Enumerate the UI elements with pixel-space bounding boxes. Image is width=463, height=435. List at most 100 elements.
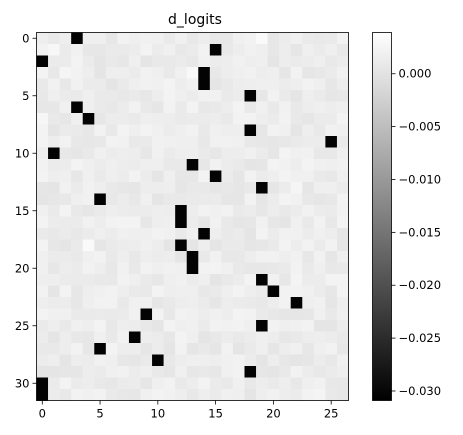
heatmap-cell: [198, 147, 211, 160]
heatmap-cell: [128, 297, 141, 309]
heatmap-cell: [128, 366, 141, 378]
heatmap-cell: [71, 297, 84, 309]
heatmap-cell: [336, 78, 349, 91]
heatmap-cell: [256, 239, 268, 252]
heatmap-cell: [256, 90, 268, 102]
heatmap-cell: [105, 147, 118, 160]
heatmap-cell: [59, 101, 72, 114]
heatmap-cell: [152, 182, 164, 194]
heatmap-cell: [59, 55, 72, 68]
heatmap-cell: [209, 101, 222, 114]
heatmap-cell: [232, 147, 245, 160]
heatmap-cell: [186, 331, 199, 344]
colorbar-tick-label: −0.010: [399, 172, 442, 186]
heatmap-cell: [59, 228, 72, 240]
heatmap-cell: [290, 308, 303, 321]
heatmap-cell: [186, 124, 199, 137]
heatmap-cell: [71, 67, 84, 79]
heatmap-cell: [94, 193, 107, 206]
colorbar-tick-label: −0.030: [399, 384, 442, 398]
heatmap-cell: [48, 182, 60, 194]
heatmap-cell: [36, 331, 49, 344]
heatmap-cell: [175, 159, 188, 171]
heatmap-cell: [71, 78, 84, 91]
heatmap-cell: [163, 389, 176, 401]
heatmap-cell: [140, 331, 153, 344]
heatmap-cell: [152, 205, 164, 217]
heatmap-cell: [175, 331, 188, 344]
heatmap-cell: [152, 297, 164, 309]
heatmap-cell: [140, 182, 153, 194]
heatmap-cell: [163, 78, 176, 91]
heatmap-cell: [82, 377, 95, 390]
heatmap-cell: [117, 331, 130, 344]
heatmap-cell: [302, 32, 315, 45]
heatmap-cell: [117, 55, 130, 68]
heatmap-cell: [186, 32, 199, 45]
heatmap-cell: [175, 389, 188, 401]
heatmap-cell: [175, 297, 188, 309]
heatmap-cell: [232, 354, 245, 367]
heatmap-cell: [140, 308, 153, 321]
heatmap-cell: [94, 239, 107, 252]
heatmap-cell: [244, 67, 257, 79]
heatmap-cell: [256, 297, 268, 309]
y-tick-label: 20: [15, 261, 30, 275]
heatmap-cell: [244, 377, 257, 390]
heatmap-cell: [36, 90, 49, 102]
heatmap-cell: [336, 44, 349, 56]
heatmap-cell: [94, 320, 107, 332]
heatmap-cell: [163, 182, 176, 194]
heatmap-cell: [256, 193, 268, 206]
heatmap-cell: [325, 193, 338, 206]
heatmap-cell: [244, 32, 257, 45]
heatmap-cell: [140, 113, 153, 125]
heatmap-cell: [325, 55, 338, 68]
heatmap-cell: [105, 239, 118, 252]
heatmap-cell: [48, 136, 60, 148]
heatmap-cell: [232, 101, 245, 114]
heatmap-cell: [94, 101, 107, 114]
heatmap-cell: [163, 44, 176, 56]
heatmap-cell: [128, 55, 141, 68]
heatmap-cell: [59, 239, 72, 252]
heatmap-cell: [290, 251, 303, 263]
heatmap-cell: [48, 101, 60, 114]
heatmap-cell: [313, 32, 326, 45]
heatmap-cell: [128, 101, 141, 114]
heatmap-cell: [186, 389, 199, 401]
heatmap-cell: [82, 331, 95, 344]
heatmap-cell: [302, 170, 315, 183]
heatmap-cell: [105, 320, 118, 332]
heatmap-cell: [290, 389, 303, 401]
heatmap-cell: [59, 308, 72, 321]
heatmap-cell: [198, 55, 211, 68]
heatmap-cell: [59, 366, 72, 378]
heatmap-cell: [256, 285, 268, 298]
heatmap-cell: [186, 343, 199, 355]
heatmap-cell: [244, 193, 257, 206]
heatmap-cell: [36, 124, 49, 137]
heatmap-cell: [290, 78, 303, 91]
heatmap-cell: [152, 285, 164, 298]
heatmap-cell: [267, 101, 280, 114]
heatmap-cell: [128, 205, 141, 217]
heatmap-cell: [152, 251, 164, 263]
heatmap-cell: [313, 147, 326, 160]
heatmap-cell: [186, 251, 199, 263]
y-tick-label: 15: [15, 204, 30, 218]
heatmap-cell: [198, 239, 211, 252]
heatmap-cell: [232, 377, 245, 390]
heatmap-cell: [302, 193, 315, 206]
heatmap-cell: [163, 32, 176, 45]
heatmap-cell: [48, 343, 60, 355]
heatmap-cell: [313, 366, 326, 378]
heatmap-cell: [256, 331, 268, 344]
heatmap-cell: [94, 205, 107, 217]
heatmap-cell: [221, 182, 234, 194]
heatmap-cell: [290, 147, 303, 160]
heatmap-cell: [279, 124, 292, 137]
heatmap-cell: [244, 147, 257, 160]
heatmap-cell: [336, 274, 349, 286]
heatmap-cell: [221, 343, 234, 355]
